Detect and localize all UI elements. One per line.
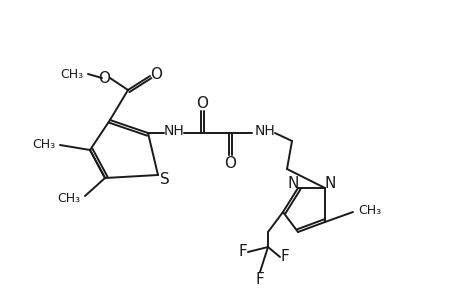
Text: CH₃: CH₃ — [60, 68, 83, 80]
Text: S: S — [160, 172, 169, 188]
Text: O: O — [98, 70, 110, 86]
Text: CH₃: CH₃ — [32, 139, 55, 152]
Text: F: F — [255, 272, 264, 287]
Text: NH: NH — [163, 124, 184, 138]
Text: O: O — [196, 95, 207, 110]
Text: NH: NH — [254, 124, 275, 138]
Text: O: O — [224, 155, 235, 170]
Text: O: O — [150, 67, 162, 82]
Text: F: F — [280, 250, 289, 265]
Text: N: N — [287, 176, 298, 190]
Text: CH₃: CH₃ — [57, 191, 80, 205]
Text: N: N — [324, 176, 335, 190]
Text: F: F — [238, 244, 247, 260]
Text: CH₃: CH₃ — [357, 203, 381, 217]
